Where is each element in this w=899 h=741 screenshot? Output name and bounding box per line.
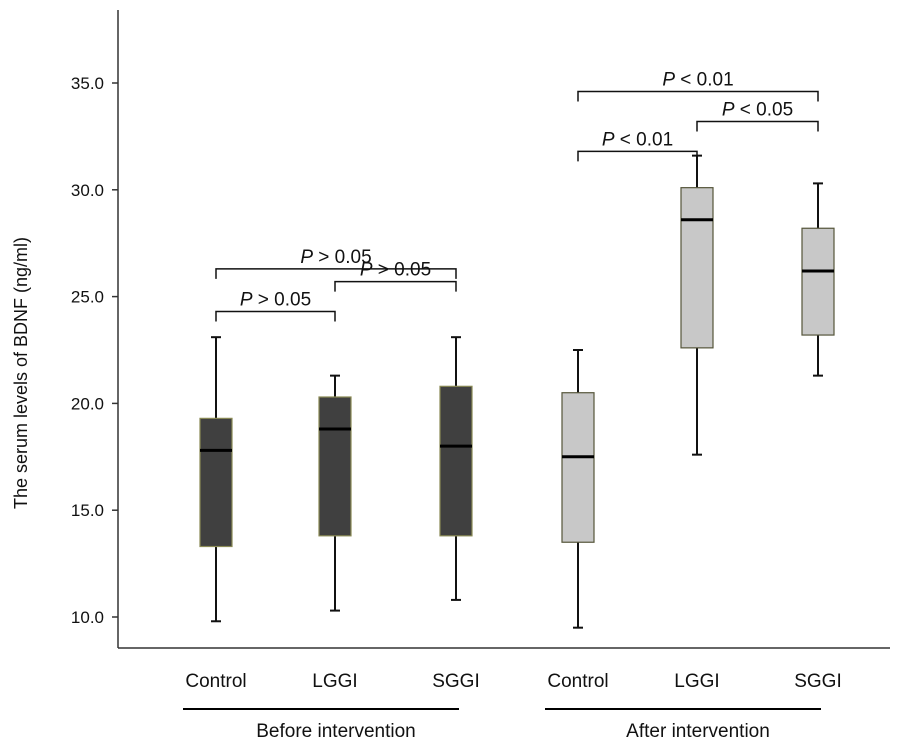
- p-symbol: P: [602, 129, 615, 150]
- significance-label: P > 0.05: [300, 247, 371, 268]
- significance-bracket: [215, 310, 336, 322]
- p-value-text: < 0.01: [615, 129, 674, 150]
- box-control-after: [561, 392, 595, 543]
- group-label: After intervention: [626, 721, 770, 741]
- y-tick-label: 15.0: [71, 501, 104, 520]
- y-tick-label: 35.0: [71, 74, 104, 93]
- box-lggi-after: [680, 187, 714, 349]
- box-sggi-before: [439, 385, 473, 537]
- y-tick-label: 20.0: [71, 394, 104, 413]
- p-symbol: P: [662, 70, 675, 91]
- y-tick-label: 10.0: [71, 608, 104, 627]
- significance-label: P > 0.05: [360, 260, 431, 281]
- p-value-text: > 0.05: [313, 247, 372, 268]
- significance-label: P > 0.05: [240, 290, 311, 311]
- x-category-label: LGGI: [312, 671, 357, 692]
- p-symbol: P: [360, 260, 373, 281]
- box-lggi-before: [318, 396, 352, 537]
- x-category-label: Control: [185, 671, 246, 692]
- significance-bracket: [577, 150, 698, 162]
- significance-bracket: [577, 90, 819, 102]
- p-symbol: P: [722, 99, 735, 120]
- significance-label: P < 0.01: [602, 129, 673, 150]
- p-value-text: < 0.05: [735, 99, 794, 120]
- group-label: Before intervention: [256, 721, 416, 741]
- x-category-label: LGGI: [674, 671, 719, 692]
- significance-bracket: [215, 268, 457, 279]
- significance-bracket: [696, 120, 819, 132]
- box-sggi-after: [801, 227, 835, 336]
- p-value-text: > 0.05: [253, 290, 312, 311]
- significance-bracket: [334, 280, 457, 292]
- y-axis-title: The serum levels of BDNF (ng/ml): [11, 237, 31, 509]
- y-tick-label: 30.0: [71, 181, 104, 200]
- p-symbol: P: [240, 290, 253, 311]
- p-value-text: < 0.01: [675, 70, 734, 91]
- x-category-label: Control: [547, 671, 608, 692]
- x-category-label: SGGI: [794, 671, 842, 692]
- box-control-before: [199, 417, 233, 548]
- y-tick-label: 25.0: [71, 288, 104, 307]
- x-category-label: SGGI: [432, 671, 480, 692]
- significance-label: P < 0.01: [662, 70, 733, 91]
- significance-label: P < 0.05: [722, 99, 793, 120]
- p-value-text: > 0.05: [373, 260, 432, 281]
- p-symbol: P: [300, 247, 313, 268]
